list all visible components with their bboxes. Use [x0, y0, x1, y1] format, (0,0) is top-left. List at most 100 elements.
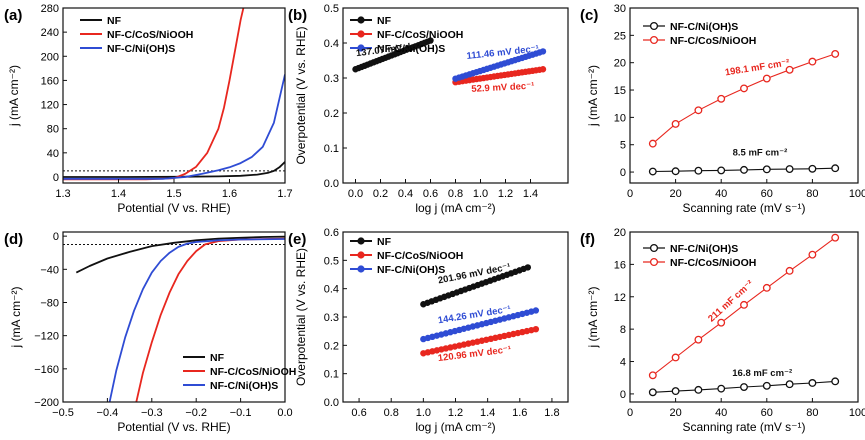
x-tick-label: 0.0	[348, 188, 363, 200]
data-point-red	[740, 84, 748, 93]
y-tick-label: −40	[40, 264, 59, 276]
legend-marker-blue	[357, 265, 365, 273]
series-group	[75, 235, 285, 402]
y-tick-label: 240	[41, 27, 59, 39]
series-group	[420, 264, 540, 357]
x-tick-label: 100	[849, 407, 865, 419]
y-tick-label: 160	[41, 75, 59, 87]
x-tick-label: 0.4	[398, 188, 413, 200]
data-point-black	[808, 164, 817, 173]
x-tick-label: 80	[806, 188, 818, 200]
panel-e: (e) 0.6 0.8 1.0 1.2 1.4 1.6 1.8 0.0 0.1 0.2 0.3 0.4 0…	[288, 227, 569, 434]
y-tick-label: 80	[47, 124, 59, 136]
y-tick-label: 20	[614, 58, 626, 70]
y-tick-label: 0.2	[324, 108, 339, 120]
slope-annotation: 201.96 mV dec⁻¹	[437, 262, 511, 287]
data-point-black	[694, 166, 703, 175]
y-tick-label: 0.0	[324, 397, 339, 409]
y-tick-label: 0.5	[324, 3, 339, 15]
legend-marker-red	[357, 30, 365, 38]
y-axis-title: Overpotential (V vs. RHE)	[294, 248, 308, 386]
plot-frame	[629, 231, 859, 403]
x-tick-label: 1.4	[111, 188, 126, 200]
data-point-red	[671, 353, 680, 362]
data-point-black	[524, 264, 532, 271]
data-point-blue	[532, 307, 540, 314]
y-tick-label: 0.2	[324, 340, 339, 352]
x-tick-label: 0.6	[351, 407, 366, 419]
x-tick-label: 1.6	[512, 407, 527, 419]
panel-c: (c) 0 20 40 60 80 100 0 5 10 15 20 25 30 Scanning rate…	[580, 3, 865, 215]
x-axis-title: log j (mA cm⁻²)	[415, 420, 495, 434]
y-axis-title: j (mA cm⁻²)	[9, 287, 23, 349]
slope-annotation: 144.26 mV dec⁻¹	[437, 304, 511, 326]
x-tick-label: 0.2	[373, 188, 388, 200]
x-axis-title: Scanning rate (mV s⁻¹)	[682, 201, 805, 215]
data-point-black	[671, 167, 680, 176]
legend-label: NF	[377, 15, 392, 27]
series-line-blue	[63, 74, 285, 180]
data-point-red	[694, 106, 703, 115]
x-tick-label: 0	[627, 188, 633, 200]
y-tick-label: 0	[620, 389, 626, 401]
legend-marker-red	[649, 35, 659, 45]
panel-letter-a: (a)	[4, 7, 22, 24]
x-tick-label: −0.5	[52, 407, 74, 419]
y-axis-title: j (mA cm⁻²)	[7, 65, 21, 127]
data-point-red	[648, 371, 657, 380]
y-tick-label: 0.5	[324, 255, 339, 267]
legend-label: NF-C/Ni(OH)S	[377, 264, 445, 276]
series-group	[63, 8, 285, 181]
panel-letter-b: (b)	[288, 7, 307, 24]
y-tick-label: 0	[620, 167, 626, 179]
y-tick-label: 0.4	[324, 38, 339, 50]
data-point-black	[717, 166, 726, 175]
y-tick-label: 0.3	[324, 312, 339, 324]
x-tick-label: 40	[715, 407, 727, 419]
data-point-blue	[539, 48, 547, 55]
legend-label: NF	[377, 236, 392, 248]
y-tick-label: 40	[47, 148, 59, 160]
data-point-black	[808, 379, 817, 387]
data-point-black	[762, 165, 771, 174]
panel-letter-d: (d)	[4, 231, 23, 248]
y-tick-label: 0.1	[324, 143, 339, 155]
slope-annotation: 198.1 mF cm⁻²	[724, 57, 790, 78]
series-line-black	[75, 235, 285, 274]
y-tick-label: 4	[620, 357, 626, 369]
y-tick-label: −120	[34, 331, 59, 343]
y-axis-title: Overpotential (V vs. RHE)	[294, 26, 308, 164]
y-tick-label: 15	[614, 85, 626, 97]
y-tick-label: 30	[614, 3, 626, 15]
y-tick-label: 16	[614, 259, 626, 271]
x-axis-title: Potential (V vs. RHE)	[117, 201, 230, 215]
legend-label: NF-C/Ni(OH)S	[107, 43, 175, 55]
x-tick-label: 0.6	[423, 188, 438, 200]
x-tick-label: 1.4	[523, 188, 538, 200]
data-point-red	[785, 65, 794, 74]
x-tick-label: 1.8	[544, 407, 559, 419]
legend-label: NF-C/CoS/NiOOH	[670, 257, 756, 269]
data-point-red	[532, 325, 540, 333]
data-point-black	[648, 388, 657, 397]
x-tick-label: −0.4	[97, 407, 119, 419]
x-tick-label: 20	[669, 407, 681, 419]
data-point-black	[694, 385, 703, 394]
x-axis-title: Scanning rate (mV s⁻¹)	[682, 420, 805, 434]
data-point-red	[785, 266, 794, 275]
series-group	[648, 233, 840, 397]
x-tick-label: 0.0	[277, 407, 292, 419]
y-tick-label: −160	[34, 364, 59, 376]
data-point-red	[808, 57, 817, 66]
legend-label: NF-C/Ni(OH)S	[670, 243, 738, 255]
legend-label: NF-C/CoS/NiOOH	[210, 366, 296, 378]
y-tick-label: 20	[614, 227, 626, 239]
x-tick-label: 0.8	[384, 407, 399, 419]
y-tick-label: 0.1	[324, 369, 339, 381]
y-tick-label: 0.3	[324, 73, 339, 85]
data-point-black	[785, 380, 794, 389]
x-tick-label: 1.4	[480, 407, 495, 419]
legend-label: NF-C/CoS/NiOOH	[377, 250, 463, 262]
series-line-black	[63, 161, 285, 178]
